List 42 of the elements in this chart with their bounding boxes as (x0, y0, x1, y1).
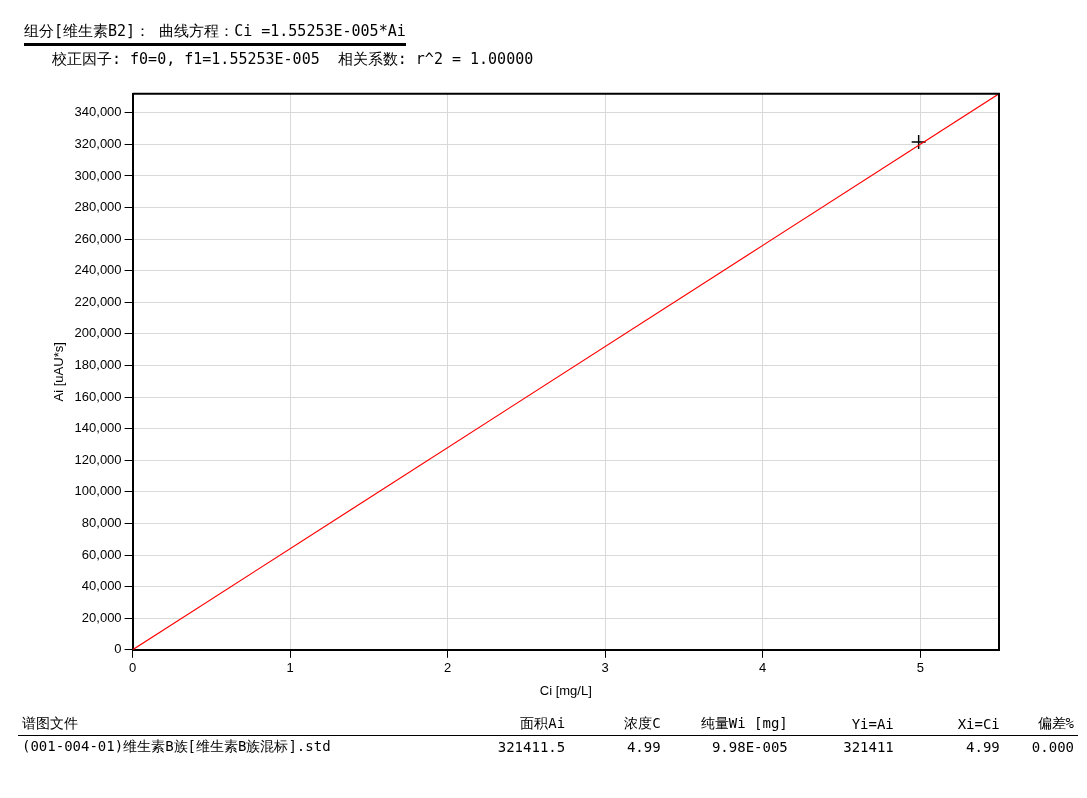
y-tick-label: 220,000 (74, 293, 122, 309)
y-axis-title: Ai [uAU*s] (51, 342, 67, 402)
x-tick-label: 5 (916, 660, 924, 676)
text: 321411.5 (496, 738, 567, 757)
y-tick-label: 260,000 (74, 230, 122, 246)
text: Yi=Ai (850, 715, 895, 734)
y-tick-label: 160,000 (74, 388, 122, 404)
text: 4.99 (965, 738, 1001, 757)
text: 321411 (842, 738, 895, 757)
y-tick-label: 180,000 (74, 357, 122, 373)
text: 9.98E-005 (710, 738, 789, 757)
y-tick-label: 20,000 (81, 609, 122, 625)
y-tick-label: 140,000 (74, 420, 122, 436)
chart-title: 组分[维生素B2]： 曲线方程：Ci =1.55253E-005*Ai (24, 22, 406, 46)
x-tick-label: 3 (601, 660, 609, 676)
chart-subtitle: 校正因子: f0=0, f1=1.55253E-005 相关系数: r^2 = 1.00000 (51, 50, 535, 69)
y-tick-label: 60,000 (81, 546, 122, 562)
y-tick-label: 0 (114, 641, 122, 657)
text: 0.000 (1030, 738, 1075, 757)
x-tick-label: 1 (286, 660, 294, 676)
y-tick-label: 320,000 (74, 135, 122, 151)
text: 面积Ai (519, 714, 567, 733)
y-tick-label: 100,000 (74, 483, 122, 499)
y-tick-label: 280,000 (74, 199, 122, 215)
y-tick-label: 200,000 (74, 325, 122, 341)
y-tick-label: 80,000 (81, 515, 122, 531)
text: 4.99 (625, 738, 662, 757)
text: Xi=Ci (956, 715, 1001, 734)
y-tick-label: 40,000 (81, 578, 122, 594)
y-tick-label: 240,000 (74, 262, 122, 278)
y-tick-label: 340,000 (74, 104, 122, 120)
text: (001-004-01)维生素B族[维生素B族混标].std (21, 737, 332, 756)
x-tick-label: 0 (128, 660, 137, 676)
text: 偏差% (1036, 714, 1075, 733)
x-tick-label: 2 (444, 660, 452, 676)
x-tick-label: 4 (759, 660, 767, 676)
text: 浓度C (623, 714, 662, 733)
y-tick-label: 300,000 (74, 167, 122, 183)
x-axis-title: Ci [mg/L] (539, 682, 592, 698)
text: 纯量Wi [mg] (699, 714, 789, 733)
text: 谱图文件 (21, 714, 79, 733)
y-tick-label: 120,000 (74, 451, 122, 467)
